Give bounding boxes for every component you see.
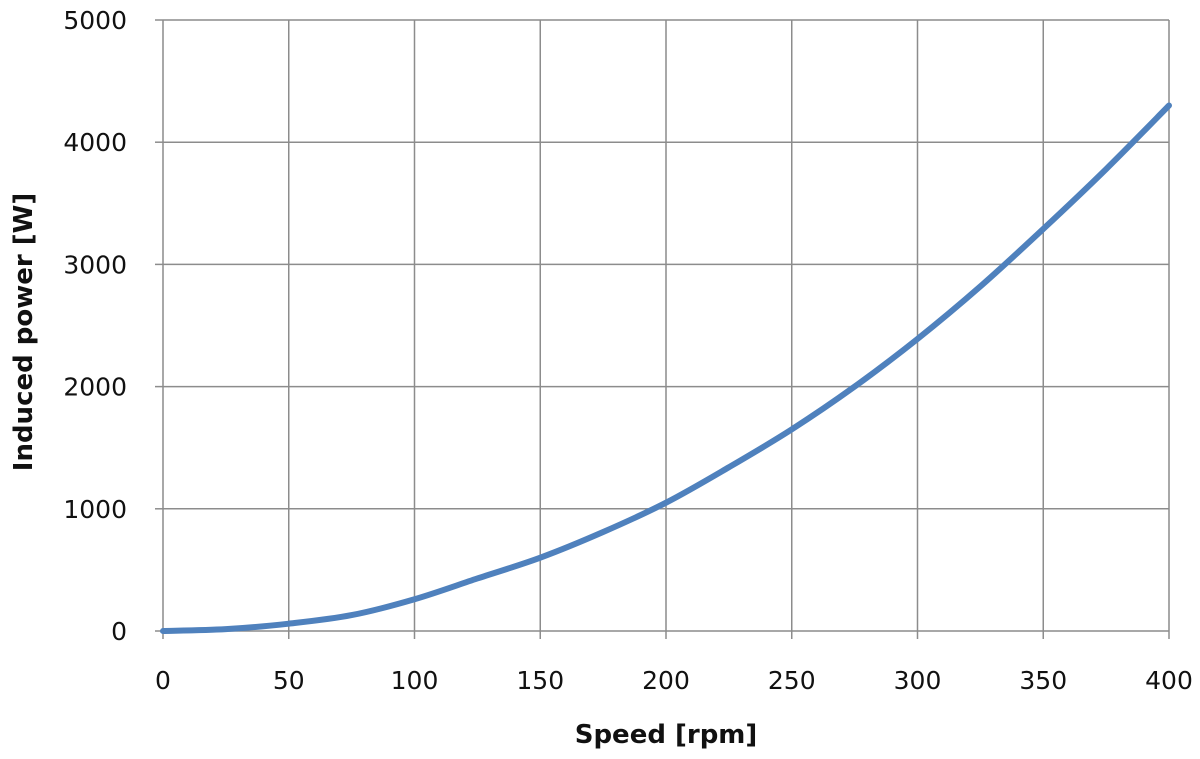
grid [163,19,1170,631]
series-line [160,102,1172,634]
y-tick-label: 3000 [63,250,127,279]
x-tick-label: 350 [1019,666,1067,695]
x-tick-label: 200 [642,666,690,695]
y-tick-label: 2000 [63,373,127,402]
x-tick-label: 100 [391,666,439,695]
x-tick-label: 300 [894,666,942,695]
y-tick-label: 0 [111,617,127,646]
axes [155,19,1170,639]
y-tick-label: 5000 [63,6,127,35]
x-tick-label: 250 [768,666,816,695]
x-tick-label: 0 [155,666,171,695]
tick-labels: 0 50 100 150 200 250 300 350 4000100020003000400… [63,6,1192,695]
x-tick-label: 150 [516,666,564,695]
y-tick-label: 4000 [63,128,127,157]
y-axis-title: Induced power [W] [9,193,39,471]
series-layer [160,102,1172,634]
x-tick-label: 400 [1145,666,1193,695]
x-axis-title: Speed [rpm] [575,720,758,750]
x-tick-label: 50 [273,666,305,695]
y-tick-label: 1000 [63,495,127,524]
